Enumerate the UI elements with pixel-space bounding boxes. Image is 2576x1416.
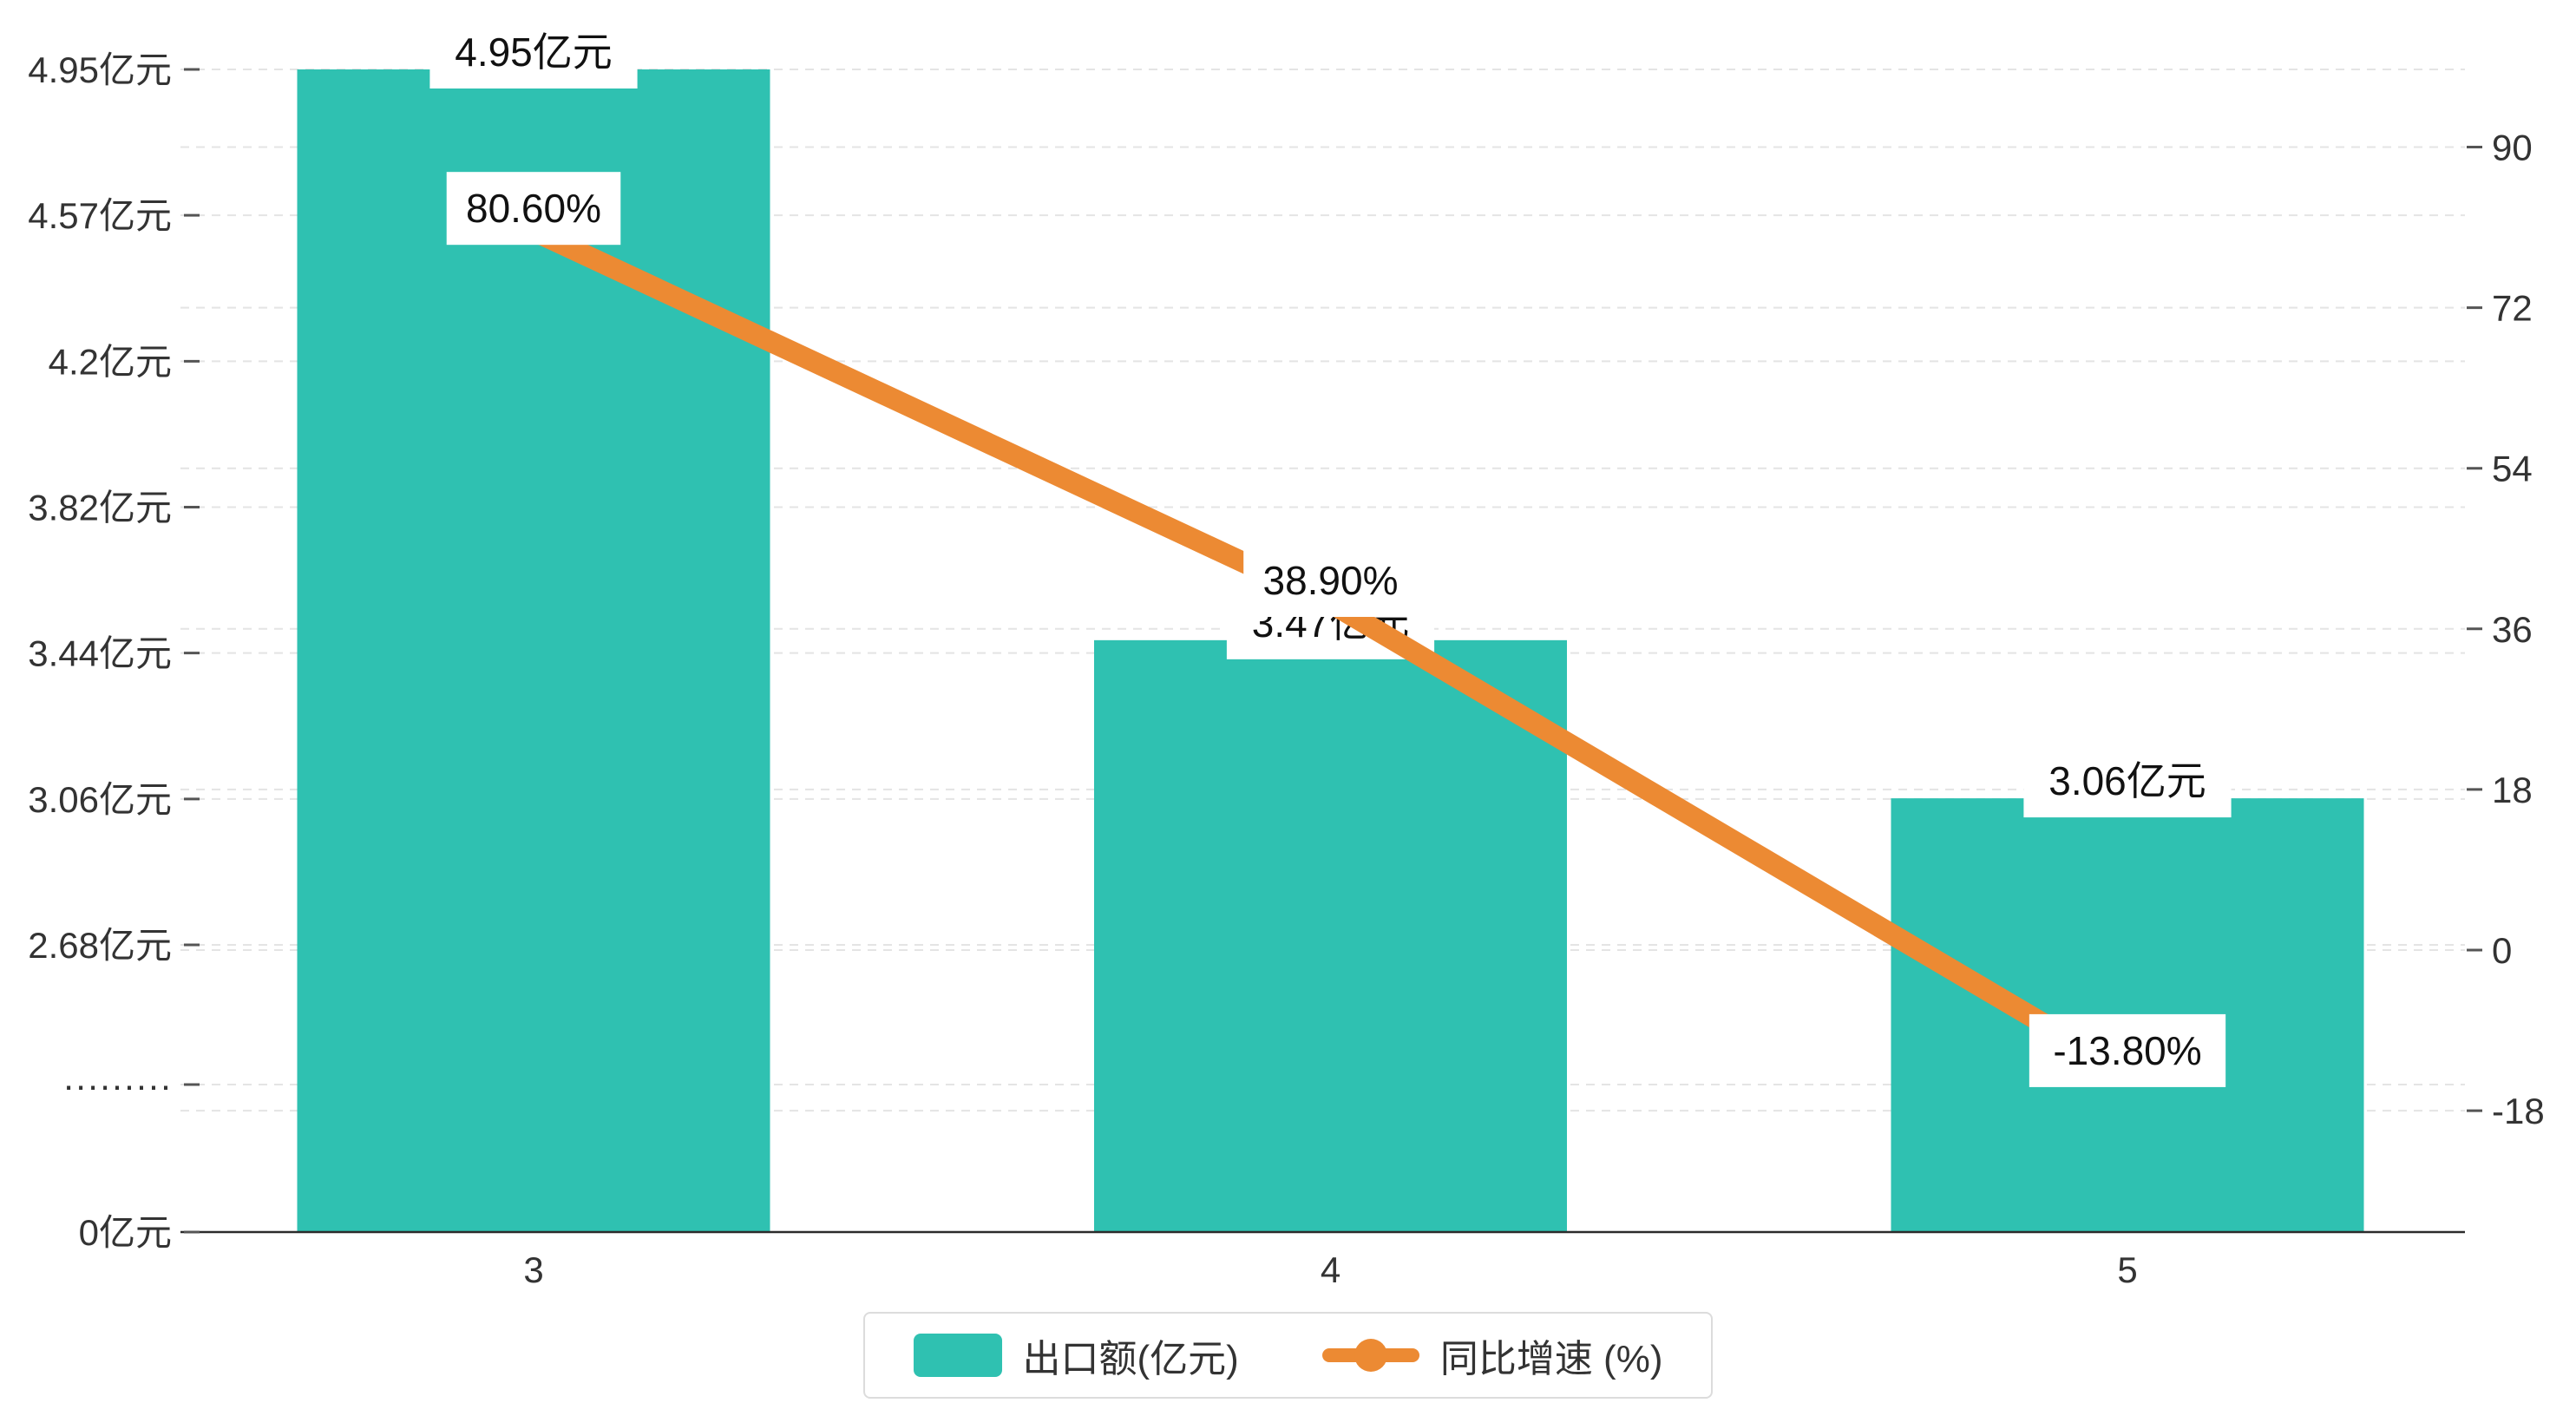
right-tick-label: -18 — [2492, 1091, 2545, 1131]
legend: 出口额(亿元) 同比增速 (%) — [862, 1312, 1714, 1399]
bar-series-swatch-icon — [913, 1334, 1002, 1377]
bar-value-label-bg — [2023, 744, 2232, 818]
right-tick-label: 18 — [2492, 770, 2533, 810]
x-tick-label: 4 — [1321, 1249, 1340, 1290]
left-tick-label: 3.82亿元 — [28, 488, 172, 528]
bar-value-label-bg — [429, 16, 638, 88]
x-tick-label: 3 — [523, 1249, 543, 1290]
bar-value-label: 4.95亿元 — [455, 30, 613, 75]
line-series-dot-icon — [1354, 1339, 1387, 1372]
growth-value-label: -13.80% — [2053, 1028, 2201, 1073]
left-tick-label: 4.2亿元 — [49, 341, 172, 382]
bar-month-3 — [297, 69, 770, 1232]
growth-value-label-bg — [1243, 543, 1418, 617]
right-axis: 90 72 54 36 18 0 -18 — [2467, 128, 2545, 1131]
left-tick-label: 4.95亿元 — [28, 49, 172, 90]
right-tick-label: 0 — [2492, 930, 2512, 971]
left-tick-label: 0亿元 — [79, 1212, 172, 1253]
left-tick-label: 3.06亿元 — [28, 779, 172, 820]
right-tick-label: 36 — [2492, 609, 2533, 650]
bar-value-label: 3.06亿元 — [2048, 758, 2206, 803]
right-tick-label: 72 — [2492, 288, 2533, 329]
bar-month-4 — [1094, 639, 1567, 1232]
left-tick-label: 2.68亿元 — [28, 925, 172, 966]
left-tick-label: 4.57亿元 — [28, 195, 172, 236]
left-tick-label: ········· — [62, 1065, 172, 1105]
right-tick-label: 54 — [2492, 449, 2533, 489]
legend-label-export: 出口额(亿元) — [1022, 1338, 1239, 1380]
growth-value-label-bg — [446, 172, 621, 246]
line-series-swatch-icon — [1321, 1339, 1419, 1372]
growth-value-label: 80.60% — [466, 186, 601, 231]
growth-value-labels: 80.60% 38.90% -13.80% — [446, 172, 2226, 1087]
left-tick-label: 3.44亿元 — [28, 633, 172, 674]
right-tick-label: 90 — [2492, 128, 2533, 168]
legend-label-growth: 同比增速 (%) — [1439, 1338, 1663, 1380]
x-tick-label: 5 — [2117, 1249, 2137, 1290]
x-axis-labels: 3 4 5 — [523, 1249, 2137, 1290]
legend-item-growth[interactable]: 同比增速 (%) — [1321, 1328, 1663, 1383]
left-axis: 4.95亿元 4.57亿元 4.2亿元 3.82亿元 3.44亿元 3.06亿元 2.68亿… — [28, 49, 200, 1253]
growth-value-label: 38.90% — [1262, 558, 1398, 603]
legend-item-export[interactable]: 出口额(亿元) — [913, 1328, 1239, 1383]
growth-value-label-bg — [2029, 1013, 2226, 1087]
